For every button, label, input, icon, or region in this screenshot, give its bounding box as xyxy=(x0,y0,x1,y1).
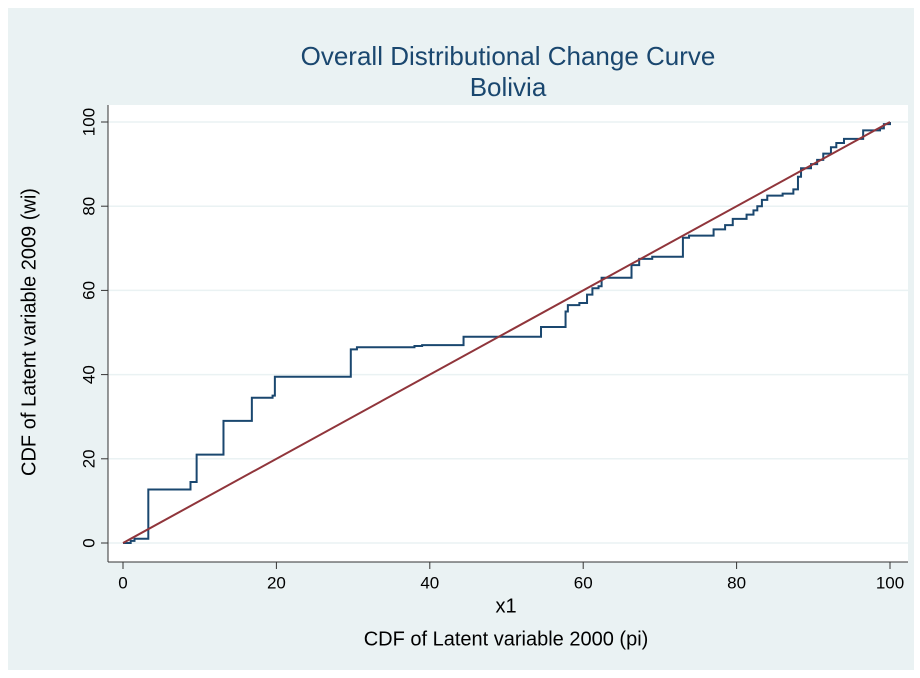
y-tick-label: 20 xyxy=(79,449,98,468)
x-tick-label: 80 xyxy=(727,573,746,592)
chart-title: Overall Distributional Change Curve xyxy=(301,41,716,71)
x-tick-label: 100 xyxy=(876,573,904,592)
x-tick-label: 40 xyxy=(420,573,439,592)
y-tick-label: 100 xyxy=(79,108,98,136)
caption: CDF of Latent variable 2000 (pi) xyxy=(364,628,649,650)
x-tick-label: 60 xyxy=(574,573,593,592)
x-tick-label: 0 xyxy=(118,573,127,592)
chart-subtitle: Bolivia xyxy=(470,72,547,102)
y-tick-label: 60 xyxy=(79,281,98,300)
series-line xyxy=(122,121,891,544)
x-axis-title: x1 xyxy=(495,595,516,617)
plot-region xyxy=(108,105,908,562)
y-tick-label: 80 xyxy=(79,197,98,216)
x-tick-label: 20 xyxy=(267,573,286,592)
y-tick-label: 40 xyxy=(79,365,98,384)
y-tick-label: 0 xyxy=(79,538,98,547)
y-axis-title: CDF of Latent variable 2009 (wi) xyxy=(18,188,40,476)
